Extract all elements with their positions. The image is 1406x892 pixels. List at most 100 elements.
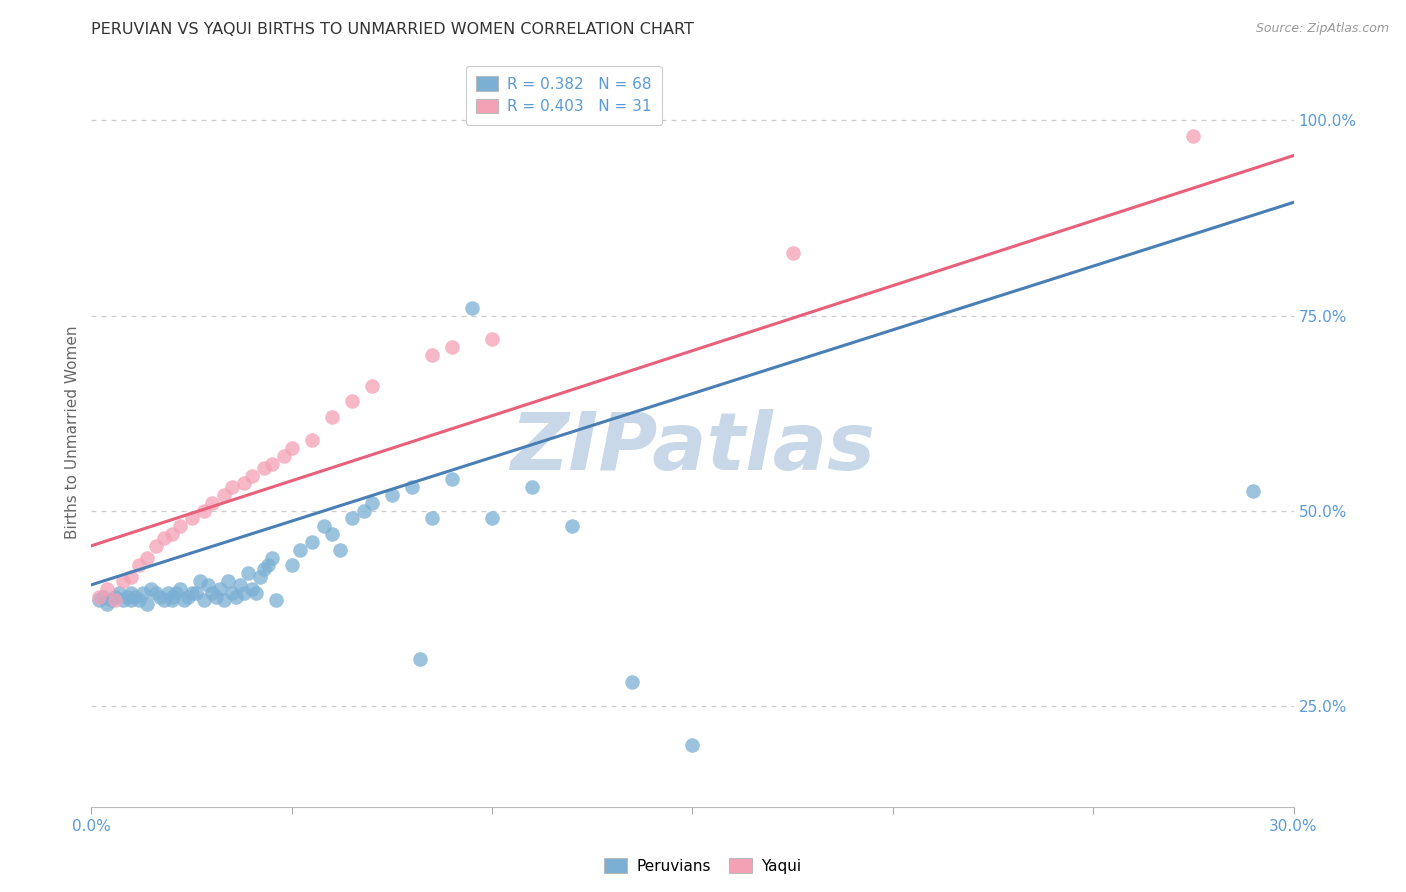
Point — [96, 582, 118, 596]
Text: Source: ZipAtlas.com: Source: ZipAtlas.com — [1256, 22, 1389, 36]
Point — [522, 480, 544, 494]
Point — [176, 590, 198, 604]
Point — [117, 590, 139, 604]
Point — [1243, 484, 1265, 499]
Point — [180, 585, 202, 599]
Point — [141, 582, 163, 596]
Point — [273, 449, 295, 463]
Point — [121, 593, 143, 607]
Point — [217, 574, 239, 588]
Point — [253, 562, 276, 576]
Point — [169, 582, 191, 596]
Point — [329, 542, 352, 557]
Point — [201, 585, 224, 599]
Point — [104, 593, 127, 607]
Point — [221, 480, 243, 494]
Point — [420, 511, 443, 525]
Point — [288, 542, 311, 557]
Legend: Peruvians, Yaqui: Peruvians, Yaqui — [599, 852, 807, 880]
Point — [121, 570, 143, 584]
Point — [353, 503, 375, 517]
Point — [440, 340, 463, 354]
Point — [160, 590, 183, 604]
Point — [245, 585, 267, 599]
Point — [93, 590, 115, 604]
Point — [124, 590, 146, 604]
Point — [145, 585, 167, 599]
Point — [360, 496, 382, 510]
Point — [132, 585, 155, 599]
Point — [193, 503, 215, 517]
Point — [152, 593, 174, 607]
Point — [128, 593, 150, 607]
Point — [240, 582, 263, 596]
Point — [461, 301, 484, 315]
Point — [240, 468, 263, 483]
Y-axis label: Births to Unmarried Women: Births to Unmarried Women — [65, 326, 80, 540]
Point — [409, 652, 432, 666]
Text: ZIPatlas: ZIPatlas — [510, 409, 875, 487]
Point — [173, 593, 195, 607]
Point — [321, 527, 343, 541]
Point — [136, 598, 159, 612]
Point — [128, 558, 150, 573]
Point — [169, 519, 191, 533]
Point — [112, 593, 135, 607]
Point — [681, 738, 703, 752]
Point — [165, 585, 187, 599]
Point — [156, 585, 179, 599]
Point — [121, 585, 143, 599]
Point — [782, 246, 804, 260]
Point — [381, 488, 404, 502]
Point — [89, 593, 111, 607]
Point — [236, 566, 259, 581]
Point — [108, 585, 131, 599]
Point — [260, 457, 283, 471]
Point — [225, 590, 247, 604]
Point — [260, 550, 283, 565]
Point — [145, 539, 167, 553]
Point — [256, 558, 278, 573]
Point — [340, 511, 363, 525]
Point — [96, 598, 118, 612]
Point — [188, 574, 211, 588]
Point — [281, 442, 304, 456]
Point — [420, 348, 443, 362]
Point — [481, 332, 503, 346]
Point — [253, 460, 276, 475]
Point — [401, 480, 423, 494]
Point — [561, 519, 583, 533]
Point — [249, 570, 271, 584]
Point — [104, 590, 127, 604]
Point — [321, 410, 343, 425]
Point — [301, 434, 323, 448]
Point — [312, 519, 335, 533]
Point — [264, 593, 287, 607]
Point — [301, 534, 323, 549]
Point — [1182, 129, 1205, 144]
Point — [152, 531, 174, 545]
Point — [184, 585, 207, 599]
Point — [228, 578, 250, 592]
Point — [197, 578, 219, 592]
Point — [621, 675, 644, 690]
Point — [212, 593, 235, 607]
Point — [136, 550, 159, 565]
Text: PERUVIAN VS YAQUI BIRTHS TO UNMARRIED WOMEN CORRELATION CHART: PERUVIAN VS YAQUI BIRTHS TO UNMARRIED WO… — [91, 22, 695, 37]
Point — [440, 473, 463, 487]
Legend: R = 0.382   N = 68, R = 0.403   N = 31: R = 0.382 N = 68, R = 0.403 N = 31 — [465, 66, 662, 125]
Point — [232, 585, 254, 599]
Point — [201, 496, 224, 510]
Point — [204, 590, 226, 604]
Point — [148, 590, 170, 604]
Point — [340, 394, 363, 409]
Point — [100, 593, 122, 607]
Point — [89, 590, 111, 604]
Point — [221, 585, 243, 599]
Point — [160, 593, 183, 607]
Point — [212, 488, 235, 502]
Point — [208, 582, 231, 596]
Point — [193, 593, 215, 607]
Point — [160, 527, 183, 541]
Point — [481, 511, 503, 525]
